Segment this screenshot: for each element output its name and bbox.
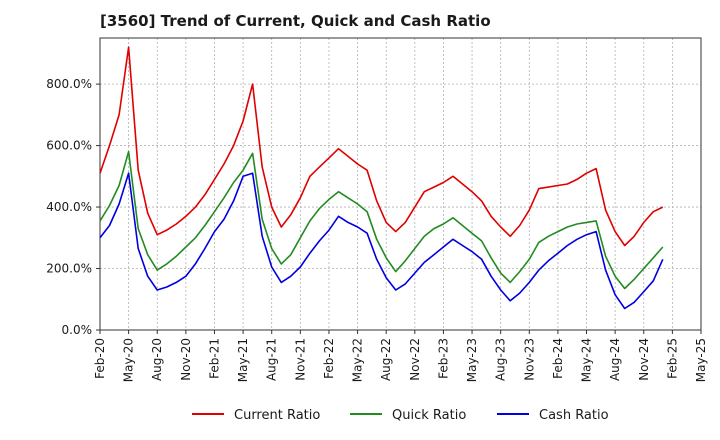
x-tick-label: Aug-20 — [150, 338, 164, 381]
x-tick-label: Aug-23 — [494, 338, 508, 381]
x-tick-label: Feb-22 — [322, 338, 336, 379]
quick-ratio-legend-label: Quick Ratio — [392, 408, 466, 423]
chart-title: [3560] Trend of Current, Quick and Cash … — [100, 12, 491, 30]
grid — [99, 38, 702, 331]
x-tick-label: Aug-21 — [265, 338, 279, 381]
y-tick-label: 400.0% — [46, 200, 92, 214]
x-tick-label: Feb-25 — [665, 338, 679, 379]
quick-ratio-line — [99, 150, 664, 290]
plot-frame — [99, 37, 702, 331]
x-tick-label: May-21 — [236, 338, 250, 382]
current-ratio-line — [99, 46, 664, 247]
current-ratio-legend-label: Current Ratio — [234, 408, 320, 423]
x-tick-label: May-22 — [351, 338, 365, 382]
x-tick-label: Nov-21 — [293, 338, 307, 381]
axes — [99, 37, 702, 331]
y-tick-label: 200.0% — [46, 262, 92, 276]
cash-ratio-legend-label: Cash Ratio — [539, 408, 609, 423]
x-tick-label: Feb-20 — [93, 338, 107, 379]
x-tick-label: Aug-22 — [379, 338, 393, 381]
x-axis-ticks: Feb-20 May-20 Aug-20 Nov-20 Feb-21 May-21 Aug-… — [93, 330, 708, 382]
cash-ratio-line — [99, 172, 664, 310]
x-tick-label: Feb-24 — [551, 338, 565, 379]
y-tick-label: 0.0% — [62, 323, 93, 337]
x-tick-label: Feb-21 — [207, 338, 221, 379]
x-tick-label: Feb-23 — [436, 338, 450, 379]
y-tick-label: 800.0% — [46, 77, 92, 91]
x-tick-label: May-20 — [122, 338, 136, 382]
x-tick-label: Nov-20 — [179, 338, 193, 381]
x-tick-label: May-25 — [694, 338, 708, 382]
x-tick-label: Nov-24 — [637, 338, 651, 381]
legend: Current Ratio Quick Ratio Cash Ratio — [192, 408, 609, 423]
x-tick-label: Nov-23 — [522, 338, 536, 381]
y-axis-ticks: 0.0% 200.0% 400.0% 600.0% 800.0% — [46, 77, 100, 337]
x-tick-label: May-23 — [465, 338, 479, 382]
x-tick-label: Nov-22 — [408, 338, 422, 381]
x-tick-label: May-24 — [580, 338, 594, 382]
series-group — [99, 46, 664, 310]
x-tick-label: Aug-24 — [608, 338, 622, 381]
y-tick-label: 600.0% — [46, 139, 92, 153]
